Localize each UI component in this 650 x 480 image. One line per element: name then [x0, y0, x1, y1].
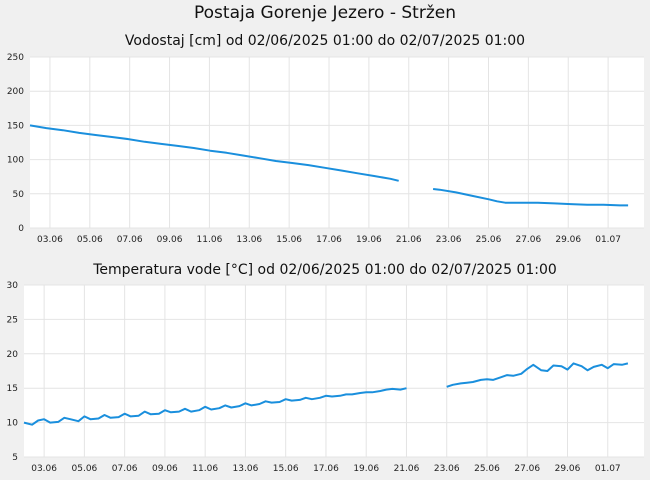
- x-tick-label: 17.06: [313, 464, 339, 474]
- y-tick-label: 15: [7, 384, 18, 394]
- x-tick-label: 15.06: [273, 464, 299, 474]
- x-tick-label: 23.06: [436, 235, 462, 245]
- x-tick-label: 11.06: [192, 464, 218, 474]
- x-tick-label: 27.06: [514, 464, 540, 474]
- y-tick-label: 25: [7, 315, 18, 325]
- x-tick-label: 25.06: [476, 235, 502, 245]
- x-tick-label: 09.06: [152, 464, 178, 474]
- x-tick-label: 13.06: [236, 235, 262, 245]
- x-tick-label: 03.06: [37, 235, 63, 245]
- series-line-segment: [432, 188, 629, 207]
- y-tick-label: 150: [7, 121, 24, 131]
- chart-title: Temperatura vode [°C] od 02/06/2025 01:0…: [92, 262, 557, 278]
- x-tick-label: 19.06: [356, 235, 382, 245]
- y-tick-label: 5: [12, 453, 18, 463]
- x-tick-label: 29.06: [555, 464, 581, 474]
- x-tick-label: 11.06: [197, 235, 223, 245]
- series-line-segment: [23, 387, 407, 426]
- y-tick-label: 250: [7, 53, 24, 63]
- plot-area: [30, 57, 644, 228]
- x-tick-label: 17.06: [316, 235, 342, 245]
- x-tick-label: 21.06: [394, 464, 420, 474]
- y-tick-label: 0: [18, 224, 24, 234]
- x-tick-label: 03.06: [31, 464, 57, 474]
- page-title: Postaja Gorenje Jezero - Stržen: [194, 3, 456, 23]
- x-tick-label: 01.07: [595, 235, 621, 245]
- chart-title: Vodostaj [cm] od 02/06/2025 01:00 do 02/…: [125, 33, 525, 49]
- series-line-segment: [29, 124, 399, 182]
- x-tick-label: 01.07: [595, 464, 621, 474]
- x-tick-label: 05.06: [72, 464, 98, 474]
- x-tick-label: 19.06: [353, 464, 379, 474]
- x-tick-label: 21.06: [396, 235, 422, 245]
- plot-area: [24, 285, 644, 457]
- x-tick-label: 13.06: [233, 464, 259, 474]
- y-tick-label: 50: [13, 190, 25, 200]
- x-tick-label: 27.06: [515, 235, 541, 245]
- y-tick-label: 30: [7, 281, 19, 291]
- x-tick-label: 07.06: [112, 464, 138, 474]
- y-tick-label: 100: [7, 156, 24, 166]
- x-tick-label: 23.06: [434, 464, 460, 474]
- x-tick-label: 09.06: [157, 235, 183, 245]
- series-line-segment: [446, 362, 629, 388]
- x-tick-label: 05.06: [77, 235, 103, 245]
- x-tick-label: 07.06: [117, 235, 143, 245]
- x-tick-label: 15.06: [276, 235, 302, 245]
- x-tick-label: 29.06: [555, 235, 581, 245]
- y-tick-label: 10: [7, 419, 19, 429]
- y-tick-label: 20: [7, 350, 19, 360]
- x-tick-label: 25.06: [474, 464, 500, 474]
- y-tick-label: 200: [7, 87, 24, 97]
